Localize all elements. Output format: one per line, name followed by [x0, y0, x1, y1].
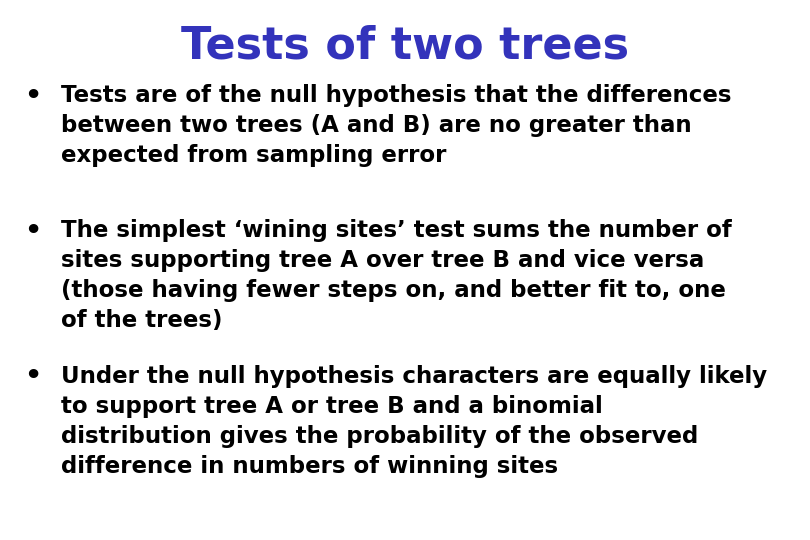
Text: •: • — [23, 364, 41, 390]
Text: Under the null hypothesis characters are equally likely
to support tree A or tre: Under the null hypothesis characters are… — [61, 364, 767, 478]
Text: The simplest ‘wining sites’ test sums the number of
sites supporting tree A over: The simplest ‘wining sites’ test sums th… — [61, 219, 731, 332]
Text: •: • — [23, 84, 41, 110]
Text: Tests are of the null hypothesis that the differences
between two trees (A and B: Tests are of the null hypothesis that th… — [61, 84, 731, 167]
Text: Tests of two trees: Tests of two trees — [181, 24, 629, 68]
Text: •: • — [23, 219, 41, 245]
